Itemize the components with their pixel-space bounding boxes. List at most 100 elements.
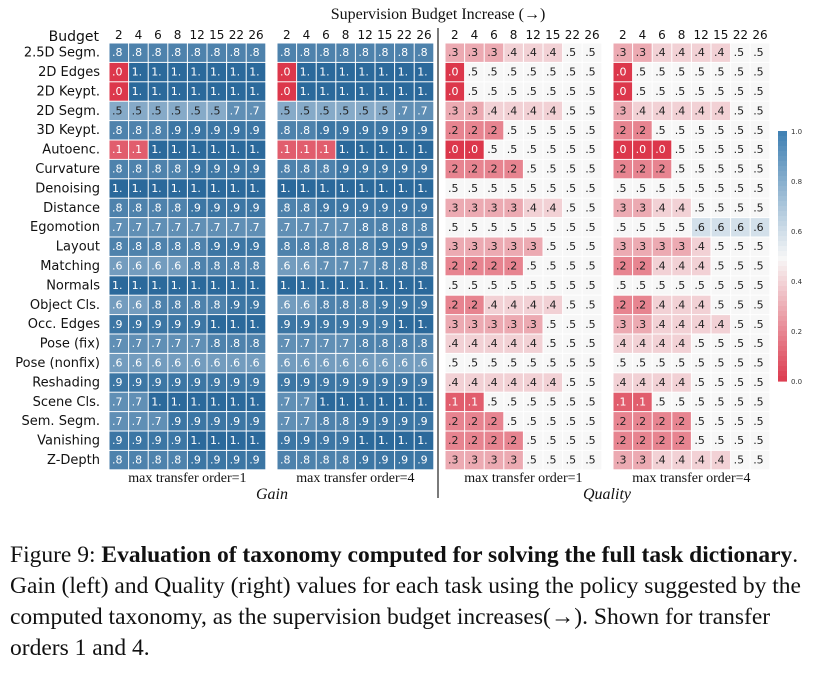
heatmap-cell [613, 256, 633, 276]
cell-label: 1. [339, 85, 350, 98]
cell-label: .8 [417, 221, 428, 234]
cell-label: .5 [734, 163, 745, 176]
heatmap-cell [129, 140, 148, 159]
colorbar-segment [778, 206, 787, 212]
heatmap-cell [316, 334, 336, 353]
cell-label: .5 [694, 163, 705, 176]
cell-label: .7 [417, 104, 428, 117]
heatmap-cell [246, 140, 266, 159]
cell-label: .3 [468, 454, 479, 467]
cell-label: .5 [585, 163, 596, 176]
cell-label: .5 [487, 182, 498, 195]
cell-label: .9 [249, 124, 260, 137]
cell-label: .9 [249, 298, 260, 311]
budget-tick: 15 [713, 28, 728, 42]
cell-label: .9 [417, 201, 428, 214]
cell-label: .5 [636, 66, 647, 79]
heatmap-cell [465, 43, 484, 62]
cell-label: .1 [319, 143, 330, 156]
heatmap-cell [336, 179, 355, 198]
heatmap-cell [523, 431, 543, 450]
cell-label: .5 [566, 201, 577, 214]
cell-label: .4 [468, 337, 479, 350]
heatmap-cell [484, 334, 504, 353]
cell-label: .5 [675, 357, 686, 370]
cell-label: .6 [151, 357, 162, 370]
budget-tick: 4 [471, 28, 479, 42]
heatmap-cell [336, 353, 355, 373]
heatmap-cell [246, 431, 266, 450]
heatmap-cell [109, 373, 129, 392]
cell-label: .5 [190, 104, 201, 117]
cell-label: .5 [694, 85, 705, 98]
cell-label: .8 [280, 46, 291, 59]
heatmap-cell [672, 431, 691, 450]
cell-label: .9 [280, 376, 291, 389]
cell-label: .5 [585, 357, 596, 370]
cell-label: .3 [487, 318, 498, 331]
cell-label: 1. [230, 143, 241, 156]
cell-label: .2 [448, 298, 459, 311]
cell-label: .3 [448, 46, 459, 59]
colorbar-segment [778, 216, 787, 222]
heatmap-cell [395, 101, 414, 121]
cell-label: .3 [507, 201, 518, 214]
heatmap-cell [652, 179, 672, 198]
cell-label: .5 [546, 221, 557, 234]
cell-label: .5 [526, 85, 537, 98]
cell-label: .4 [448, 337, 459, 350]
cell-label: .3 [675, 240, 686, 253]
heatmap-cell [227, 295, 246, 315]
heatmap-cell [465, 431, 484, 450]
heatmap-cell [504, 353, 523, 373]
heatmap-cell [504, 431, 523, 450]
heatmap-cell [109, 256, 129, 276]
cell-label: .9 [398, 298, 409, 311]
heatmap-cell [227, 256, 246, 276]
cell-label: 1. [398, 66, 409, 79]
heatmap-cell [711, 140, 731, 159]
cell-label: .8 [339, 415, 350, 428]
cell-label: .5 [714, 279, 725, 292]
cell-label: .2 [468, 163, 479, 176]
cell-label: .4 [714, 104, 725, 117]
heatmap-cell [148, 43, 168, 62]
cell-label: .5 [714, 143, 725, 156]
heatmap-cell [277, 450, 297, 470]
cell-label: .9 [230, 201, 241, 214]
heatmap-cell [711, 179, 731, 198]
cell-label: .3 [655, 240, 666, 253]
heatmap-cell [148, 121, 168, 140]
cell-label: .4 [526, 298, 537, 311]
heatmap-cell [691, 140, 711, 159]
cell-label: .4 [636, 104, 647, 117]
heatmap-cell [355, 315, 375, 334]
cell-label: .8 [319, 163, 330, 176]
heatmap-cell [691, 392, 711, 412]
heatmap-cell [484, 256, 504, 276]
cell-label: .5 [507, 85, 518, 98]
heatmap-cell [691, 179, 711, 198]
cell-label: .2 [636, 163, 647, 176]
heatmap-cell [187, 101, 207, 121]
heatmap-cell [672, 315, 691, 334]
cell-label: .2 [636, 415, 647, 428]
cell-label: .7 [280, 415, 291, 428]
cell-label: .2 [675, 415, 686, 428]
heatmap-cell [207, 218, 227, 237]
cell-label: .5 [753, 357, 764, 370]
cell-label: .9 [378, 415, 389, 428]
cell-label: .9 [378, 163, 389, 176]
heatmap-cell [750, 140, 770, 159]
heatmap-cell [316, 353, 336, 373]
heatmap-cell [563, 179, 582, 198]
cell-label: .5 [546, 434, 557, 447]
cell-label: .4 [616, 376, 627, 389]
heatmap-cell [633, 101, 652, 121]
cell-label: .5 [507, 279, 518, 292]
heatmap-cell [711, 392, 731, 412]
colorbar-segment [778, 331, 787, 337]
heatmap-cell [750, 334, 770, 353]
cell-label: .9 [417, 376, 428, 389]
cell-label: 1. [151, 395, 162, 408]
